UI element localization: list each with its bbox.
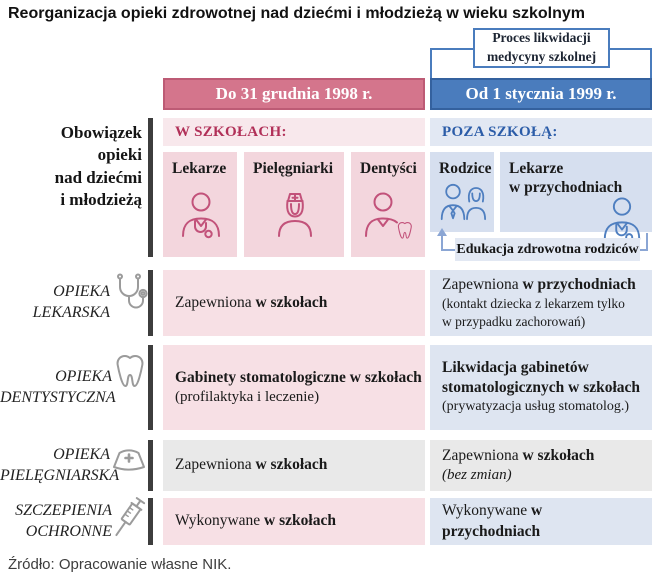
in-schools-header: W SZKOŁACH: xyxy=(163,118,425,146)
text-bold: w szkołach xyxy=(264,512,336,530)
group-box-pielegniarki: Pielęgniarki xyxy=(244,152,344,257)
group-box-lekarze-przychodnie: Lekarze w przychodniach xyxy=(500,152,652,241)
connector-line xyxy=(640,249,648,251)
nurse-icon xyxy=(253,179,344,251)
care-box-szczepienia-before: Wykonywane w szkołach xyxy=(163,498,425,545)
group-box-rodzice: Rodzice xyxy=(430,152,494,232)
text-normal: Wykonywane xyxy=(175,512,265,530)
period-header-before: Do 31 grudnia 1998 r. xyxy=(163,78,425,110)
dentist-icon xyxy=(360,179,425,251)
row-divider-bar xyxy=(148,118,153,257)
duty-label: Obowiązek opieki nad dziećmi i młodzieżą xyxy=(54,123,142,210)
row-divider-bar xyxy=(148,345,153,430)
page-title: Reorganizacja opieki zdrowotnej nad dzie… xyxy=(8,5,586,22)
row-label-opieka-dentystyczna: OPIEKA DENTYSTYCZNA xyxy=(0,367,116,406)
text-normal: Zapewniona xyxy=(442,446,523,464)
care-box-dentystyczna-after: Likwidacja gabinetów stomatologicznych w… xyxy=(430,345,652,430)
outside-school-header: POZA SZKOŁĄ: xyxy=(430,118,652,146)
text-note: (kontakt dziecka z lekarzem tylko w przy… xyxy=(442,296,625,330)
text-bold: w przychodniach xyxy=(522,276,636,294)
education-note-bar: Edukacja zdrowotna rodziców xyxy=(455,238,640,261)
text-note: (prywatyzacja usług stomatolog.) xyxy=(442,399,630,415)
parents-icon xyxy=(439,179,494,226)
text-bold: w szkołach xyxy=(255,293,328,311)
text-normal: Wykonywane xyxy=(442,502,532,520)
text-bold: Gabinety stomatologiczne w szkołach xyxy=(175,368,422,386)
connector-line xyxy=(441,236,443,251)
tooth-icon xyxy=(113,352,147,390)
text-normal: Zapewniona xyxy=(442,276,523,294)
row-label-szczepienia-ochronne: SZCZEPIENIA OCHRONNE xyxy=(15,501,112,540)
group-box-dentysci: Dentyści xyxy=(351,152,425,257)
connector-line xyxy=(441,249,455,251)
care-box-lekarska-before: Zapewniona w szkołach xyxy=(163,270,425,336)
text-note: (bez zmian) xyxy=(442,466,512,483)
group-label: Dentyści xyxy=(360,160,417,177)
up-arrowhead-icon xyxy=(437,228,447,236)
stethoscope-icon xyxy=(110,271,150,315)
text-note: (profilaktyka i leczenie) xyxy=(175,388,320,405)
row-divider-bar xyxy=(148,440,153,491)
care-box-szczepienia-after: Wykonywane w przychodniach xyxy=(430,498,652,545)
care-box-pielegniarska-after: Zapewniona w szkołach (bez zmian) xyxy=(430,440,652,491)
process-liquidation-note: Proces likwidacji medycyny szkolnej xyxy=(473,28,610,68)
text-bold: w przychodniach xyxy=(442,502,543,540)
connector-line xyxy=(646,233,648,251)
care-box-lekarska-after: Zapewniona w przychodniach (kontakt dzie… xyxy=(430,270,652,336)
group-label: Pielęgniarki xyxy=(253,160,334,177)
group-box-lekarze: Lekarze xyxy=(163,152,237,257)
doctor-icon xyxy=(172,179,237,251)
text-bold: Likwidacja gabinetów stomatologicznych w… xyxy=(442,359,641,397)
row-label-opieka-lekarska: OPIEKA LEKARSKA xyxy=(32,283,110,321)
text-bold: w szkołach xyxy=(522,446,595,464)
row-divider-bar xyxy=(148,270,153,336)
nurse-cap-icon xyxy=(110,444,148,474)
text-bold: w szkołach xyxy=(255,456,328,474)
period-header-after: Od 1 stycznia 1999 r. xyxy=(430,78,652,110)
care-box-dentystyczna-before: Gabinety stomatologiczne w szkołach (pro… xyxy=(163,345,425,430)
text-normal: Zapewniona xyxy=(175,293,256,311)
row-divider-bar xyxy=(148,498,153,545)
text-normal: Zapewniona xyxy=(175,456,256,474)
group-label: Lekarze xyxy=(172,160,227,177)
source-note: Źródło: Opracowanie własne NIK. xyxy=(8,556,232,573)
care-box-pielegniarska-before: Zapewniona w szkołach xyxy=(163,440,425,491)
syringe-icon xyxy=(109,491,149,547)
row-label-opieka-pielegniarska: OPIEKA PIELĘGNIARSKA xyxy=(0,445,120,484)
group-label: Rodzice xyxy=(439,160,492,177)
group-label: Lekarze w przychodniach xyxy=(509,160,623,196)
